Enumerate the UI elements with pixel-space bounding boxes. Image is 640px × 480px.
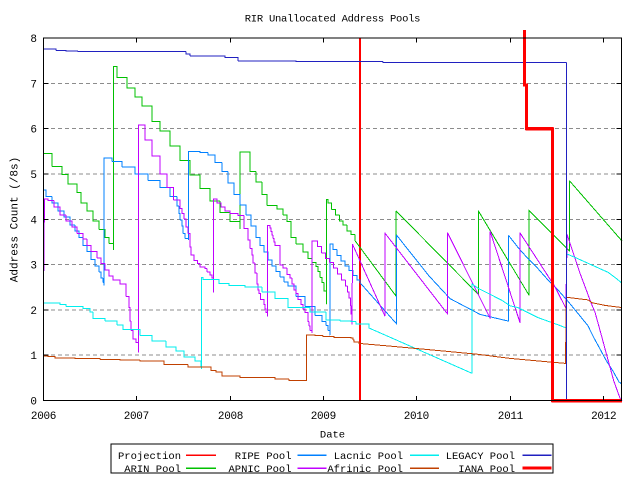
svg-text:Projection: Projection	[118, 451, 181, 463]
svg-text:4: 4	[30, 215, 37, 227]
svg-text:2010: 2010	[404, 411, 429, 423]
svg-text:Afrinic Pool: Afrinic Pool	[327, 464, 403, 476]
svg-text:6: 6	[30, 125, 37, 137]
svg-text:2008: 2008	[218, 411, 243, 423]
svg-text:Lacnic Pool: Lacnic Pool	[334, 451, 403, 463]
svg-text:0: 0	[30, 397, 37, 409]
svg-text:APNIC Pool: APNIC Pool	[228, 464, 291, 476]
svg-text:8: 8	[30, 34, 37, 46]
svg-text:LEGACY Pool: LEGACY Pool	[446, 451, 515, 463]
svg-text:Address Count (/8s): Address Count (/8s)	[10, 157, 22, 282]
svg-text:2011: 2011	[498, 411, 524, 423]
svg-text:ARIN Pool: ARIN Pool	[124, 464, 181, 476]
svg-text:7: 7	[30, 79, 37, 91]
svg-text:Date: Date	[320, 430, 345, 442]
svg-text:5: 5	[30, 170, 37, 182]
svg-text:RIR Unallocated Address Pools: RIR Unallocated Address Pools	[245, 14, 420, 26]
svg-text:1: 1	[30, 351, 37, 363]
svg-text:2009: 2009	[311, 411, 336, 423]
svg-text:3: 3	[30, 261, 37, 273]
svg-text:2: 2	[30, 306, 37, 318]
svg-text:RIPE Pool: RIPE Pool	[235, 451, 292, 463]
svg-text:2007: 2007	[124, 411, 149, 423]
svg-text:2012: 2012	[591, 411, 616, 423]
svg-text:2006: 2006	[31, 411, 56, 423]
svg-text:IANA Pool: IANA Pool	[458, 464, 515, 476]
